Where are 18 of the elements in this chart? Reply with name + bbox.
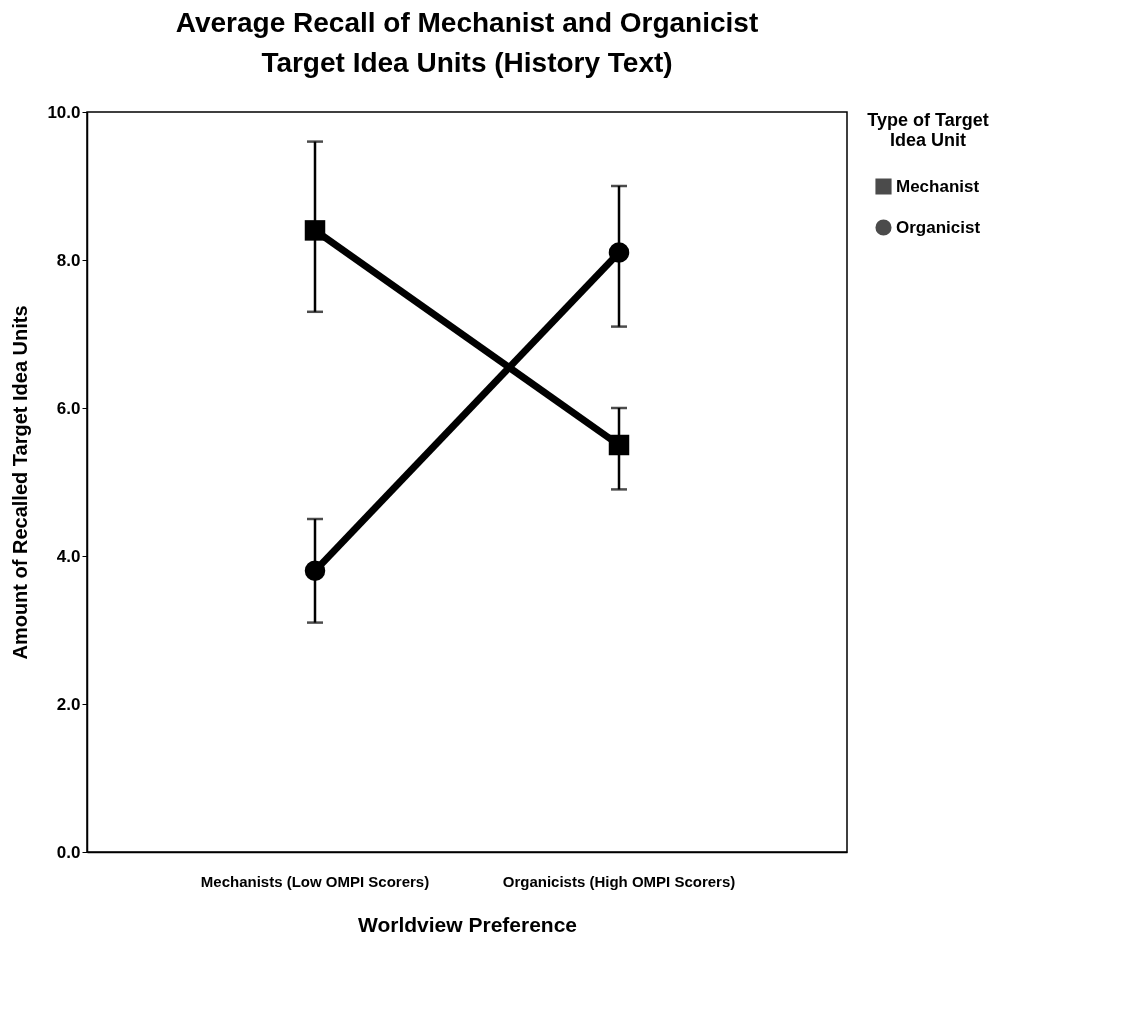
- point: [608, 434, 630, 456]
- x-tick-label: Mechanists (Low OMPI Scorers): [200, 872, 430, 890]
- y-tick-label: 6.0: [56, 398, 81, 418]
- legend-title: Type of Target Idea Unit: [867, 110, 989, 150]
- x-axis-title: Worldview Preference: [357, 912, 578, 936]
- y-tick-label: 0.0: [56, 842, 81, 862]
- legend-label: Organicist: [896, 217, 981, 237]
- chart-title: Average Recall of Mechanist and Organicist Target Idea Units (History Text): [175, 7, 759, 78]
- y-tick-label: 2.0: [56, 694, 81, 714]
- x-tick-label: Organicists (High OMPI Scorers): [502, 872, 736, 890]
- y-tick-label: 4.0: [56, 546, 81, 566]
- point: [304, 220, 326, 241]
- y-tick-label: 8.0: [56, 250, 81, 270]
- point: [608, 242, 630, 263]
- y-tick-label: 10.0: [47, 102, 81, 122]
- legend-label: Mechanist: [896, 176, 980, 196]
- point: [304, 560, 326, 582]
- y-axis-title: Amount of Recalled Target Idea Units: [9, 305, 32, 660]
